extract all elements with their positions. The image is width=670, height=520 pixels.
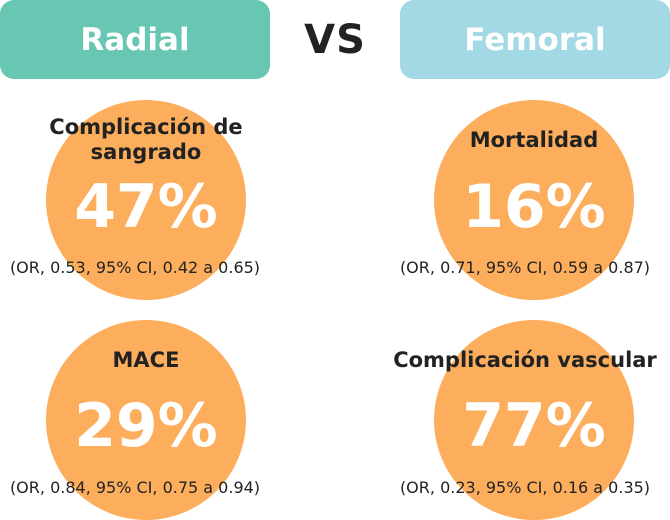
metric-ci: (OR, 0.71, 95% CI, 0.59 a 0.87)	[399, 258, 651, 277]
metric-percent: 77%	[462, 391, 606, 461]
metric-title: Complicación de sangrado	[0, 115, 292, 165]
metric-circle	[434, 100, 634, 300]
metric-ci: (OR, 0.84, 95% CI, 0.75 a 0.94)	[9, 478, 261, 497]
metric-circle	[434, 320, 634, 520]
radial-header: Radial	[0, 0, 270, 79]
metric-percent: 16%	[462, 172, 606, 242]
femoral-label: Femoral	[464, 21, 606, 58]
metric-title: Mortalidad	[469, 128, 599, 152]
metric-title: MACE	[112, 348, 180, 372]
radial-label: Radial	[80, 21, 190, 58]
metric-circle	[46, 320, 246, 520]
metric-ci: (OR, 0.53, 95% CI, 0.42 a 0.65)	[9, 258, 261, 277]
metric-ci: (OR, 0.23, 95% CI, 0.16 a 0.35)	[399, 478, 651, 497]
femoral-header: Femoral	[400, 0, 670, 79]
metric-title: Complicación vascular	[393, 348, 657, 372]
vs-label: VS	[304, 17, 366, 63]
metric-circle	[46, 100, 246, 300]
metric-percent: 29%	[74, 391, 218, 461]
metric-title-line: Complicación de	[49, 115, 243, 139]
metric-title-line: sangrado	[90, 140, 202, 164]
metric-percent: 47%	[74, 172, 218, 242]
